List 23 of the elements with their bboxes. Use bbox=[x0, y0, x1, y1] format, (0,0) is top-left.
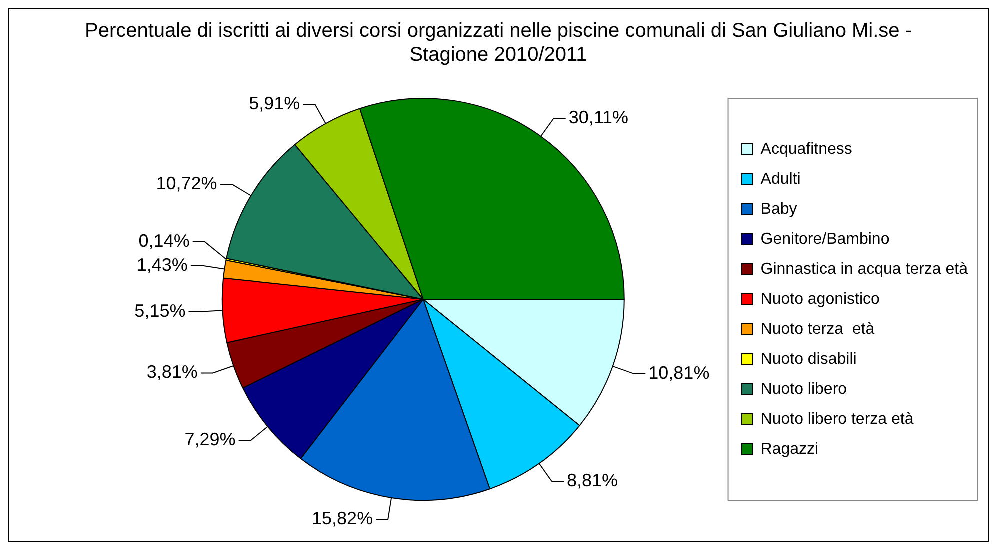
data-label: 1,43% bbox=[136, 254, 188, 275]
legend-label: Adulti bbox=[760, 170, 801, 188]
legend-label: Genitore/Bambino bbox=[760, 230, 890, 248]
legend-label: Nuoto disabili bbox=[760, 350, 857, 368]
data-label: 15,82% bbox=[312, 508, 374, 529]
legend-label: Nuoto agonistico bbox=[760, 290, 880, 308]
legend-label: Ragazzi bbox=[760, 440, 819, 458]
legend-label: Nuoto terza età bbox=[760, 320, 875, 338]
data-label: 5,91% bbox=[249, 93, 300, 114]
legend-label: Nuoto libero bbox=[760, 380, 848, 398]
data-label: 10,81% bbox=[648, 362, 710, 383]
data-label: 3,81% bbox=[146, 362, 198, 382]
legend-label: Baby bbox=[760, 200, 798, 218]
data-label: 5,15% bbox=[134, 300, 186, 321]
data-label: 10,72% bbox=[156, 174, 218, 194]
data-label: 7,29% bbox=[184, 430, 236, 450]
legend-label: Acquafitness bbox=[760, 140, 852, 158]
data-label: 0,14% bbox=[138, 230, 190, 251]
legend-label: Ginnastica in acqua terza età bbox=[760, 260, 968, 278]
data-label: 30,11% bbox=[568, 108, 629, 128]
data-label: 8,81% bbox=[567, 470, 618, 491]
legend-label: Nuoto libero terza età bbox=[760, 410, 914, 428]
chart-title: Percentuale di iscritti ai diversi corsi organizzati nelle piscine comunali di San Giuliano Mi.se - Stagione 2010/2011 bbox=[84, 19, 914, 68]
